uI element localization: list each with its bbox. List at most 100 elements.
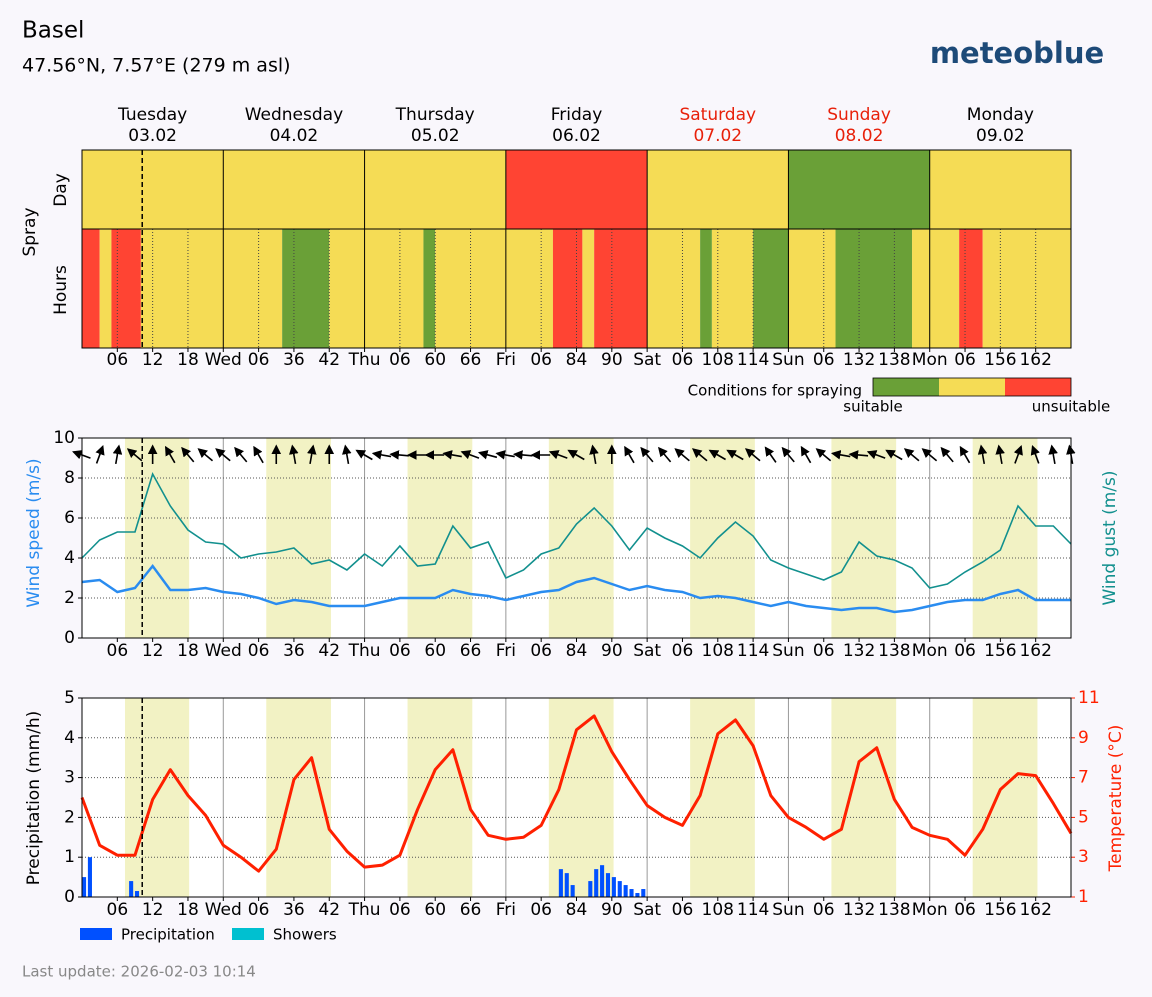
x-tick-label: 06 [954, 641, 976, 661]
daylight-band [407, 698, 473, 897]
wind-arrow [126, 448, 143, 462]
legend-label: unsuitable [1032, 398, 1111, 416]
x-tick-label: 66 [460, 900, 482, 920]
x-tick-label: 12 [142, 641, 164, 661]
x-tick-label: Sat [633, 900, 661, 920]
plot-border [81, 149, 1072, 349]
wind-arrow [624, 445, 635, 464]
x-tick-label: 90 [601, 900, 623, 920]
wind-arrow [289, 444, 299, 465]
y-tick-label: 2 [64, 588, 75, 608]
precip-bar [134, 891, 140, 897]
x-tick-label: Fri [496, 900, 516, 920]
hour-cell [594, 229, 648, 348]
x-tick-label: Wed [205, 350, 242, 370]
hour-cell [959, 229, 983, 348]
x-tick-label: 06 [107, 900, 129, 920]
x-tick-label: 60 [424, 350, 446, 370]
wind-arrow [830, 450, 851, 460]
wind-arrow [95, 445, 105, 464]
legend-swatch [232, 928, 264, 940]
x-tick-label: 36 [283, 900, 305, 920]
x-tick-label: 108 [702, 900, 734, 920]
wind-arrow [977, 444, 988, 465]
x-tick-label: 36 [283, 641, 305, 661]
precip-bar [635, 893, 640, 897]
wind-arrow [995, 444, 1005, 465]
daylight-band [972, 698, 1038, 897]
x-tick-label: 138 [878, 350, 910, 370]
x-tick-label: 60 [424, 641, 446, 661]
wind-arrow [903, 448, 920, 462]
hour-cell [788, 229, 836, 348]
x-tick-label: 132 [843, 900, 875, 920]
hour-cell [282, 229, 330, 348]
y-tick-label: 0 [64, 628, 75, 648]
y-tick-label: 1 [1078, 887, 1089, 907]
hour-cell [140, 229, 283, 348]
hour-cell [82, 229, 100, 348]
x-tick-label: 06 [248, 350, 270, 370]
day-date: 07.02 [693, 126, 742, 146]
precip-bar [605, 873, 611, 897]
y-tick-label: 5 [64, 688, 75, 708]
x-tick-label: 42 [318, 350, 340, 370]
legend-swatch [80, 928, 112, 940]
precip-bar [129, 881, 134, 897]
y-tick-label: 7 [1078, 768, 1089, 788]
daylight-band [266, 438, 332, 638]
daylight-band [831, 438, 897, 638]
wind-arrow [567, 449, 585, 461]
day-name: Saturday [679, 105, 756, 125]
x-tick-label: 60 [424, 900, 446, 920]
x-tick-label: 06 [813, 641, 835, 661]
legend-border [872, 377, 1072, 397]
wind-arrow [355, 449, 373, 461]
x-tick-label: 42 [318, 641, 340, 661]
legend-swatch [1005, 378, 1071, 396]
hour-cell [99, 229, 112, 348]
wind-arrow [215, 448, 231, 462]
x-tick-label: 06 [248, 641, 270, 661]
x-tick-label: 36 [283, 350, 305, 370]
x-tick-label: Wed [205, 641, 242, 661]
x-tick-label: Thu [348, 350, 381, 370]
wind-arrow [744, 448, 761, 462]
x-tick-label: 06 [954, 350, 976, 370]
x-tick-label: 114 [737, 900, 769, 920]
wind-arrow [1030, 445, 1040, 464]
hour-cell [552, 229, 583, 348]
x-tick-label: 108 [702, 350, 734, 370]
row-label: Day [51, 173, 71, 207]
legend-label: Showers [273, 926, 337, 944]
x-tick-label: 18 [177, 900, 199, 920]
hour-cell [647, 229, 701, 348]
day-name: Thursday [395, 105, 475, 125]
series-line [81, 471, 1072, 589]
y2-axis-label: Wind gust (m/s) [1100, 470, 1120, 605]
wind-arrow [371, 450, 392, 460]
x-tick-label: 06 [530, 900, 552, 920]
x-tick-label: 114 [737, 641, 769, 661]
y-tick-label: 5 [1078, 807, 1089, 827]
y-tick-label: 2 [64, 807, 75, 827]
x-tick-label: 132 [843, 641, 875, 661]
y-tick-label: 11 [1078, 688, 1100, 708]
day-name: Wednesday [245, 105, 343, 125]
wind-arrow [477, 450, 498, 460]
wind-arrow [442, 450, 462, 460]
legend-swatch [939, 378, 1005, 396]
wind-arrow [781, 446, 795, 463]
x-tick-label: 06 [389, 900, 411, 920]
daylight-band [124, 438, 190, 638]
plot-border [81, 697, 1072, 898]
x-tick-label: 138 [878, 900, 910, 920]
day-date: 06.02 [552, 126, 601, 146]
wind-arrow [197, 448, 214, 462]
hour-cell [582, 229, 595, 348]
day-name: Sunday [827, 105, 891, 125]
daylight-band [124, 698, 190, 897]
wind-arrow [640, 446, 654, 463]
x-tick-label: 114 [737, 350, 769, 370]
